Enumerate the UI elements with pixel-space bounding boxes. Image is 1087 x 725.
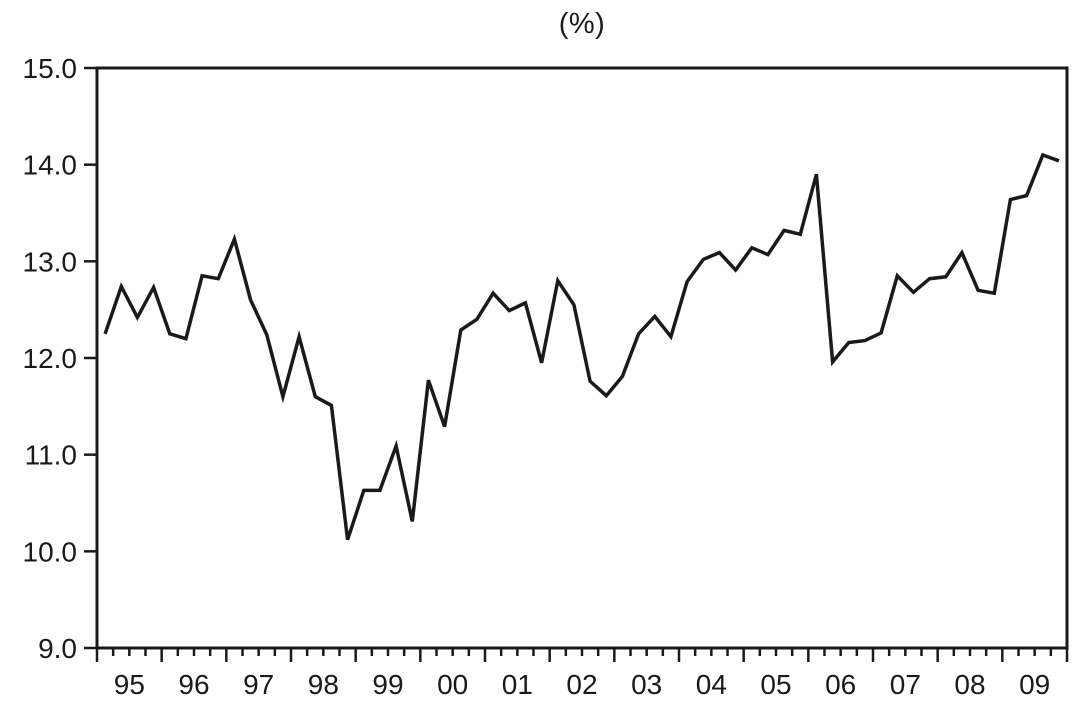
x-axis-label: 95 bbox=[114, 669, 145, 700]
y-axis-label: 14.0 bbox=[23, 150, 78, 181]
y-axis-label: 13.0 bbox=[23, 246, 78, 277]
x-axis-label: 07 bbox=[890, 669, 921, 700]
y-axis-label: 12.0 bbox=[23, 343, 78, 374]
x-axis-label: 97 bbox=[243, 669, 274, 700]
x-axis-label: 03 bbox=[631, 669, 662, 700]
data-line bbox=[103, 152, 1060, 541]
y-axis-label: 15.0 bbox=[23, 53, 78, 84]
x-axis-label: 04 bbox=[696, 669, 727, 700]
x-axis-label: 98 bbox=[308, 669, 339, 700]
x-axis-label: 05 bbox=[760, 669, 791, 700]
x-axis-label: 08 bbox=[954, 669, 985, 700]
chart-title: (%) bbox=[558, 8, 606, 40]
y-axis-label: 9.0 bbox=[38, 633, 77, 664]
x-axis-label: 96 bbox=[178, 669, 209, 700]
x-axis-label: 01 bbox=[502, 669, 533, 700]
x-axis-label: 00 bbox=[437, 669, 468, 700]
x-axis-label: 02 bbox=[566, 669, 597, 700]
x-axis-label: 09 bbox=[1019, 669, 1050, 700]
x-axis-label: 06 bbox=[825, 669, 856, 700]
y-axis-label: 10.0 bbox=[23, 536, 78, 567]
x-axis-label: 99 bbox=[372, 669, 403, 700]
plot-frame bbox=[95, 66, 1069, 650]
y-axis-label: 11.0 bbox=[25, 440, 77, 471]
